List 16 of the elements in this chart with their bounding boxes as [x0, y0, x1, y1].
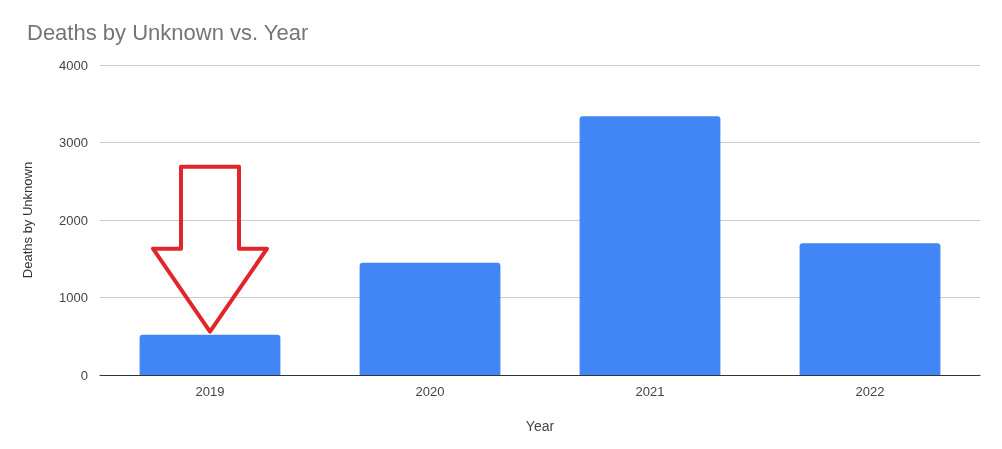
y-axis-title: Deaths by Unknown	[20, 161, 35, 279]
x-axis-title: Year	[525, 418, 555, 434]
y-tick-label: 2000	[59, 212, 88, 228]
chart-title: Deaths by Unknown vs. Year	[27, 19, 309, 45]
y-tick-label: 4000	[59, 57, 88, 73]
bar	[579, 116, 721, 375]
bar	[799, 243, 941, 375]
bar	[139, 334, 281, 375]
y-tick-label: 0	[80, 367, 88, 383]
x-tick-label: 2019	[195, 384, 225, 399]
bar	[359, 262, 501, 375]
x-tick-label: 2021	[635, 384, 665, 399]
y-tick-label: 1000	[59, 290, 88, 305]
x-tick-label: 2020	[415, 384, 445, 399]
y-tick-label: 3000	[59, 135, 88, 150]
x-tick-label: 2022	[855, 384, 885, 399]
